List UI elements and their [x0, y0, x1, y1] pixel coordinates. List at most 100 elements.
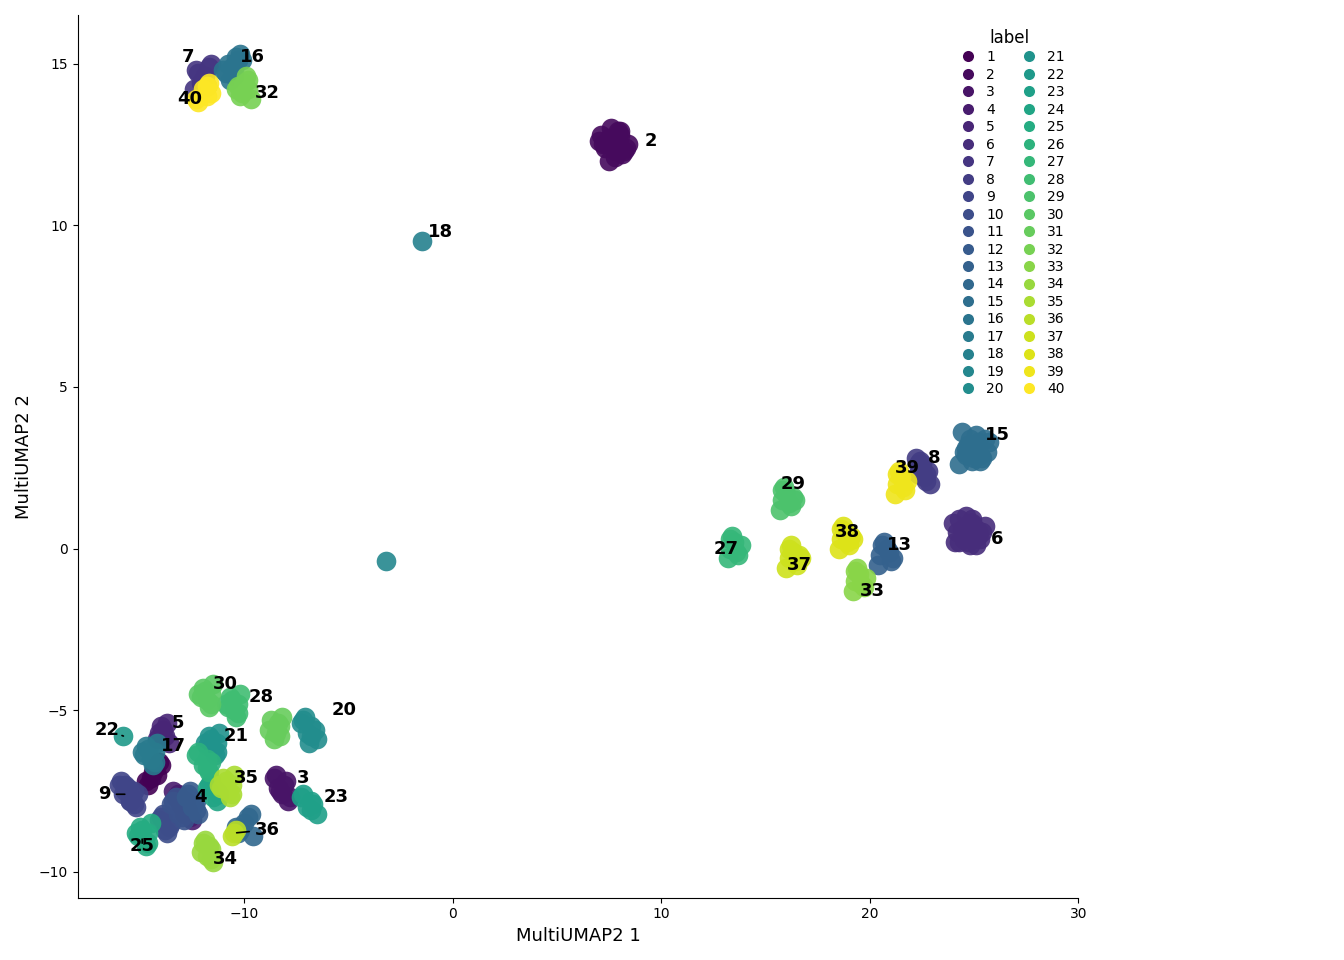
Point — [375, 554, 396, 569]
Point — [784, 492, 805, 508]
Text: 17: 17 — [161, 736, 185, 755]
Text: 34: 34 — [214, 850, 238, 868]
Point — [774, 479, 796, 494]
Point — [133, 832, 155, 848]
Point — [960, 538, 981, 553]
Point — [778, 540, 800, 556]
Point — [957, 525, 978, 540]
Point — [969, 453, 991, 468]
Point — [956, 509, 977, 524]
Point — [780, 499, 801, 515]
Point — [198, 75, 219, 90]
Point — [216, 56, 238, 71]
Point — [961, 512, 982, 527]
Point — [775, 486, 797, 501]
Point — [271, 786, 293, 802]
Point — [181, 812, 203, 828]
Point — [151, 809, 172, 825]
Point — [146, 734, 168, 750]
Point — [207, 734, 228, 750]
Point — [223, 826, 245, 841]
Point — [136, 774, 157, 789]
Point — [847, 561, 868, 576]
Point — [771, 492, 793, 508]
Point — [298, 734, 320, 750]
Point — [219, 689, 241, 705]
Point — [159, 734, 180, 750]
Point — [907, 467, 929, 482]
Point — [184, 796, 206, 811]
Point — [203, 741, 224, 756]
Point — [961, 453, 982, 468]
Point — [144, 755, 165, 770]
Point — [722, 528, 743, 543]
Point — [152, 806, 173, 822]
Point — [215, 696, 237, 711]
Point — [208, 786, 230, 802]
Point — [226, 82, 247, 97]
Point — [719, 531, 741, 546]
Text: 33: 33 — [859, 582, 884, 600]
Text: 20: 20 — [332, 701, 358, 719]
Point — [171, 809, 192, 825]
Point — [855, 570, 876, 586]
Point — [718, 550, 739, 565]
Point — [882, 550, 903, 565]
Point — [942, 515, 964, 530]
Point — [886, 467, 907, 482]
Point — [204, 748, 226, 763]
Point — [132, 822, 153, 837]
Point — [867, 557, 888, 572]
Point — [609, 124, 630, 139]
Point — [200, 84, 222, 100]
Point — [190, 689, 211, 705]
Text: 32: 32 — [255, 84, 280, 102]
Point — [974, 431, 996, 446]
Point — [965, 427, 986, 443]
Point — [880, 554, 902, 569]
Point — [978, 434, 1000, 449]
Point — [915, 467, 937, 482]
Point — [296, 725, 317, 740]
Point — [177, 803, 199, 818]
Point — [125, 826, 146, 841]
Point — [125, 800, 146, 815]
Point — [203, 790, 224, 805]
Point — [200, 732, 222, 747]
Point — [269, 783, 290, 799]
Point — [907, 457, 929, 472]
Point — [211, 780, 233, 796]
Point — [239, 91, 261, 107]
Point — [144, 745, 165, 760]
X-axis label: MultiUMAP2 1: MultiUMAP2 1 — [516, 927, 640, 945]
Point — [194, 69, 215, 84]
Point — [185, 91, 207, 107]
Point — [870, 547, 891, 563]
Point — [972, 450, 993, 466]
Point — [234, 75, 255, 90]
Point — [129, 819, 151, 834]
Point — [212, 771, 234, 786]
Text: 23: 23 — [324, 788, 348, 806]
Point — [269, 729, 290, 744]
Point — [179, 783, 200, 799]
Point — [151, 719, 172, 734]
Point — [886, 476, 907, 492]
Point — [219, 790, 241, 805]
Point — [227, 53, 249, 68]
Point — [192, 757, 214, 773]
Point — [155, 822, 176, 837]
Point — [968, 525, 989, 540]
Point — [872, 538, 894, 553]
Point — [132, 745, 153, 760]
Point — [727, 547, 749, 563]
Point — [609, 127, 630, 142]
Point — [220, 693, 242, 708]
Point — [616, 140, 637, 156]
Point — [207, 745, 228, 760]
Point — [300, 719, 321, 734]
Point — [194, 832, 215, 848]
Point — [953, 531, 974, 546]
Point — [589, 133, 610, 149]
Point — [919, 476, 941, 492]
